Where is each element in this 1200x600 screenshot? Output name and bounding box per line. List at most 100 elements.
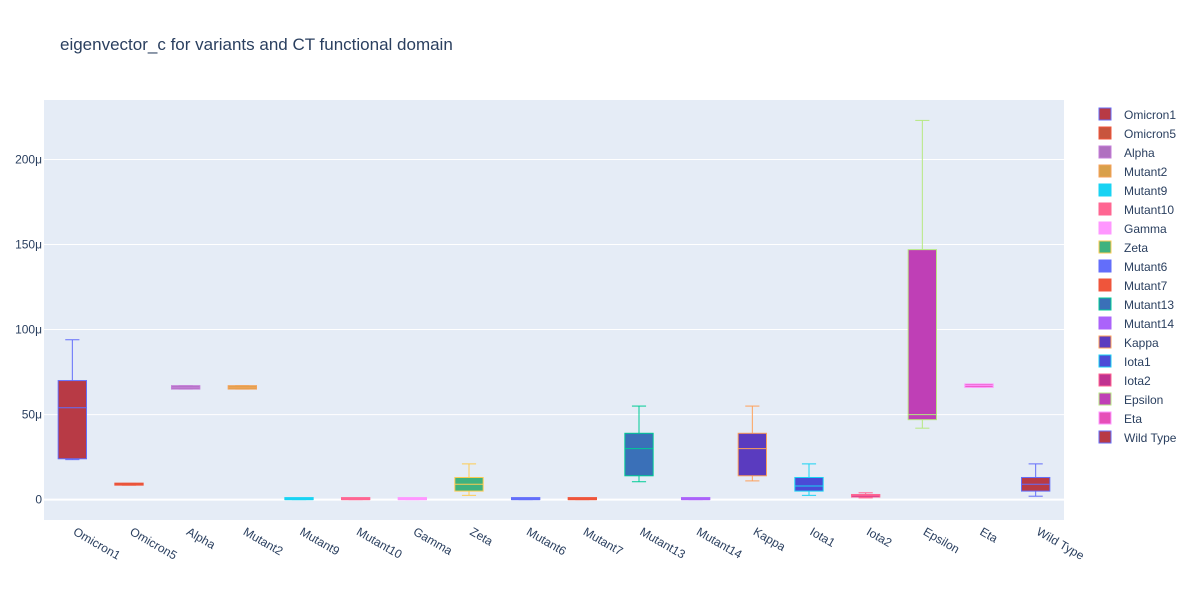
x-tick-label: Zeta bbox=[468, 524, 496, 548]
legend: Omicron1 Omicron5 Alpha Mutant2 Mutant9 Mutan… bbox=[1098, 107, 1177, 445]
box-body bbox=[907, 249, 938, 421]
box-body bbox=[57, 380, 88, 460]
legend-swatch bbox=[1098, 316, 1112, 330]
box-mutant14 bbox=[681, 497, 711, 501]
x-tick-label: Kappa bbox=[751, 524, 788, 554]
legend-label: Alpha bbox=[1124, 146, 1155, 160]
legend-swatch bbox=[1098, 126, 1112, 140]
legend-swatch bbox=[1098, 411, 1112, 425]
legend-swatch bbox=[1098, 145, 1112, 159]
legend-swatch bbox=[1098, 430, 1112, 444]
legend-item: Mutant9 bbox=[1098, 183, 1168, 198]
legend-item: Epsilon bbox=[1098, 392, 1163, 407]
gridlines bbox=[44, 159, 1064, 501]
box-body bbox=[624, 432, 654, 477]
legend-item: Wild Type bbox=[1098, 430, 1177, 445]
y-tick-label: 50μ bbox=[22, 408, 42, 422]
x-tick-label: Mutant13 bbox=[638, 524, 689, 561]
legend-label: Kappa bbox=[1124, 336, 1159, 350]
x-tick-label: Wild Type bbox=[1034, 524, 1087, 563]
legend-label: Zeta bbox=[1124, 241, 1148, 255]
box-iota1 bbox=[794, 463, 824, 496]
legend-item: Mutant7 bbox=[1098, 278, 1168, 293]
box-mutant13 bbox=[624, 405, 654, 483]
box-alpha bbox=[171, 385, 201, 390]
legend-item: Gamma bbox=[1098, 221, 1167, 236]
box-mutant6 bbox=[511, 497, 541, 501]
box-mutant10 bbox=[341, 497, 371, 501]
legend-label: Mutant10 bbox=[1124, 203, 1174, 217]
x-tick-label: Mutant9 bbox=[298, 524, 343, 558]
x-tick-label: Mutant7 bbox=[581, 524, 626, 558]
legend-label: Omicron5 bbox=[1124, 127, 1176, 141]
y-axis-ticks: 0 50μ 100μ 150μ 200μ bbox=[15, 153, 42, 507]
legend-item: Mutant10 bbox=[1098, 202, 1174, 217]
x-tick-label: Epsilon bbox=[921, 524, 962, 556]
box-body bbox=[794, 476, 824, 492]
x-tick-label: Iota1 bbox=[808, 524, 838, 550]
legend-label: Mutant6 bbox=[1124, 260, 1168, 274]
legend-label: Epsilon bbox=[1124, 393, 1163, 407]
legend-label: Mutant13 bbox=[1124, 298, 1174, 312]
y-tick-label: 0 bbox=[35, 493, 42, 507]
legend-item: Eta bbox=[1098, 411, 1142, 426]
box-zeta bbox=[454, 463, 484, 496]
box-omicron1 bbox=[57, 339, 88, 461]
y-tick-label: 150μ bbox=[15, 238, 42, 252]
legend-swatch bbox=[1098, 278, 1112, 292]
plot-area bbox=[44, 100, 1064, 520]
x-tick-label: Mutant10 bbox=[354, 524, 405, 561]
legend-label: Mutant9 bbox=[1124, 184, 1168, 198]
legend-swatch bbox=[1098, 354, 1112, 368]
legend-swatch bbox=[1098, 183, 1112, 197]
legend-swatch bbox=[1098, 259, 1112, 273]
legend-swatch bbox=[1098, 373, 1112, 387]
y-tick-label: 200μ bbox=[15, 153, 42, 167]
box-epsilon bbox=[907, 119, 938, 429]
legend-item: Omicron5 bbox=[1098, 126, 1176, 141]
box-iota2 bbox=[851, 492, 881, 499]
legend-label: Mutant7 bbox=[1124, 279, 1168, 293]
x-tick-label: Omicron5 bbox=[128, 524, 180, 562]
legend-label: Wild Type bbox=[1124, 431, 1177, 445]
legend-label: Mutant2 bbox=[1124, 165, 1168, 179]
box-wild-type bbox=[1021, 463, 1051, 497]
legend-label: Omicron1 bbox=[1124, 108, 1176, 122]
legend-item: Iota2 bbox=[1098, 373, 1151, 388]
box-body bbox=[737, 432, 768, 477]
boxes bbox=[57, 119, 1051, 501]
x-axis-ticks: Omicron1 Omicron5 Alpha Mutant2 Mutant9 Mutan… bbox=[71, 524, 1087, 563]
legend-item: Zeta bbox=[1098, 240, 1148, 255]
y-tick-label: 100μ bbox=[15, 323, 42, 337]
x-tick-label: Gamma bbox=[411, 524, 455, 558]
box-gamma bbox=[397, 497, 427, 501]
box-mutant2 bbox=[227, 385, 258, 390]
legend-item: Mutant13 bbox=[1098, 297, 1174, 312]
legend-swatch bbox=[1098, 335, 1112, 349]
legend-swatch bbox=[1098, 221, 1112, 235]
legend-label: Eta bbox=[1124, 412, 1142, 426]
legend-swatch bbox=[1098, 240, 1112, 254]
legend-label: Iota2 bbox=[1124, 374, 1151, 388]
x-tick-label: Alpha bbox=[184, 524, 218, 552]
legend-swatch bbox=[1098, 202, 1112, 216]
legend-item: Iota1 bbox=[1098, 354, 1151, 369]
legend-item: Mutant2 bbox=[1098, 164, 1168, 179]
box-mutant9 bbox=[284, 497, 314, 501]
x-tick-label: Iota2 bbox=[864, 524, 894, 550]
legend-label: Mutant14 bbox=[1124, 317, 1174, 331]
box-eta bbox=[964, 383, 994, 388]
legend-label: Gamma bbox=[1124, 222, 1167, 236]
legend-swatch bbox=[1098, 107, 1112, 121]
x-tick-label: Omicron1 bbox=[71, 524, 123, 562]
x-tick-label: Mutant2 bbox=[241, 524, 286, 558]
legend-swatch bbox=[1098, 164, 1112, 178]
legend-label: Iota1 bbox=[1124, 355, 1151, 369]
legend-item: Omicron1 bbox=[1098, 107, 1176, 122]
legend-item: Kappa bbox=[1098, 335, 1159, 350]
chart-title: eigenvector_c for variants and CT functi… bbox=[60, 35, 453, 54]
legend-item: Mutant6 bbox=[1098, 259, 1168, 274]
legend-swatch bbox=[1098, 392, 1112, 406]
box-kappa bbox=[737, 405, 768, 482]
